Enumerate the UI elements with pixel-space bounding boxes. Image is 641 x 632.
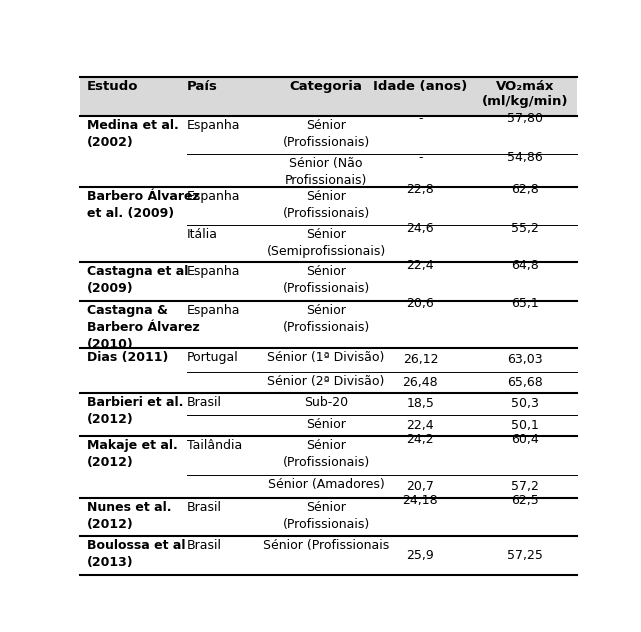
Text: Sénior
(Profissionais): Sénior (Profissionais): [283, 190, 370, 220]
Text: Sénior
(Profissionais): Sénior (Profissionais): [283, 439, 370, 470]
Text: 20,6: 20,6: [406, 297, 435, 310]
Text: 50,1: 50,1: [511, 419, 538, 432]
Text: 54,86: 54,86: [507, 151, 543, 164]
Text: 64,8: 64,8: [511, 258, 538, 272]
Text: Sénior
(Profissionais): Sénior (Profissionais): [283, 119, 370, 149]
Text: Portugal: Portugal: [187, 351, 238, 365]
Text: Makaje et al.
(2012): Makaje et al. (2012): [87, 439, 178, 470]
Text: 26,48: 26,48: [403, 376, 438, 389]
Text: Espanha: Espanha: [187, 190, 240, 203]
Text: 62,5: 62,5: [511, 494, 538, 507]
Text: Itália: Itália: [187, 228, 218, 241]
Text: VO₂máx
(ml/kg/min): VO₂máx (ml/kg/min): [481, 80, 568, 109]
Text: 57,2: 57,2: [511, 480, 538, 493]
Text: Sénior
(Semiprofissionais): Sénior (Semiprofissionais): [267, 228, 386, 258]
Text: Brasil: Brasil: [187, 396, 222, 409]
Text: Sénior (2ª Divisão): Sénior (2ª Divisão): [267, 375, 385, 387]
Text: 22,4: 22,4: [406, 419, 434, 432]
Text: 63,03: 63,03: [507, 353, 542, 367]
Text: País: País: [187, 80, 218, 94]
Text: Categoria: Categoria: [290, 80, 362, 94]
Text: Sénior (Profissionais: Sénior (Profissionais: [263, 539, 389, 552]
Text: 20,7: 20,7: [406, 480, 435, 493]
Text: Espanha: Espanha: [187, 265, 240, 278]
Text: 24,2: 24,2: [406, 433, 434, 446]
Text: Dias (2011): Dias (2011): [87, 351, 168, 365]
Text: Sénior (Amadores): Sénior (Amadores): [268, 478, 385, 491]
Text: Idade (anos): Idade (anos): [373, 80, 467, 94]
Text: Castagna et al
(2009): Castagna et al (2009): [87, 265, 188, 295]
Text: Nunes et al.
(2012): Nunes et al. (2012): [87, 501, 171, 531]
Text: 24,18: 24,18: [403, 494, 438, 507]
Text: 57,25: 57,25: [507, 549, 543, 562]
Text: -: -: [418, 112, 422, 126]
Text: Castagna &
Barbero Álvarez
(2010): Castagna & Barbero Álvarez (2010): [87, 304, 199, 351]
Text: 22,8: 22,8: [406, 183, 435, 197]
Text: 55,2: 55,2: [511, 222, 538, 235]
Text: Brasil: Brasil: [187, 501, 222, 514]
Text: 65,68: 65,68: [507, 376, 543, 389]
Text: 62,8: 62,8: [511, 183, 538, 197]
Text: Barbieri et al.
(2012): Barbieri et al. (2012): [87, 396, 183, 426]
Text: Tailândia: Tailândia: [187, 439, 242, 453]
Text: Espanha: Espanha: [187, 304, 240, 317]
Text: Sub-20: Sub-20: [304, 396, 348, 409]
Text: Sénior
(Profissionais): Sénior (Profissionais): [283, 501, 370, 531]
Text: 65,1: 65,1: [511, 297, 538, 310]
Text: 50,3: 50,3: [511, 398, 538, 410]
Text: 22,4: 22,4: [406, 258, 434, 272]
Text: Sénior (Não
Profissionais): Sénior (Não Profissionais): [285, 157, 367, 188]
Text: Sénior: Sénior: [306, 418, 346, 431]
Text: Boulossa et al
(2013): Boulossa et al (2013): [87, 539, 185, 569]
Text: 18,5: 18,5: [406, 398, 435, 410]
Text: Sénior
(Profissionais): Sénior (Profissionais): [283, 304, 370, 334]
Text: Estudo: Estudo: [87, 80, 138, 94]
Text: Barbero Álvarez
et al. (2009): Barbero Álvarez et al. (2009): [87, 190, 199, 220]
Text: Espanha: Espanha: [187, 119, 240, 132]
Text: 26,12: 26,12: [403, 353, 438, 367]
Text: Sénior
(Profissionais): Sénior (Profissionais): [283, 265, 370, 295]
Text: 24,6: 24,6: [406, 222, 434, 235]
Text: Medina et al.
(2002): Medina et al. (2002): [87, 119, 178, 149]
Text: Brasil: Brasil: [187, 539, 222, 552]
Text: 25,9: 25,9: [406, 549, 435, 562]
Text: 57,80: 57,80: [507, 112, 543, 126]
FancyBboxPatch shape: [80, 77, 577, 116]
Text: Sénior (1ª Divisão): Sénior (1ª Divisão): [267, 351, 385, 365]
Text: 60,4: 60,4: [511, 433, 538, 446]
Text: -: -: [418, 151, 422, 164]
